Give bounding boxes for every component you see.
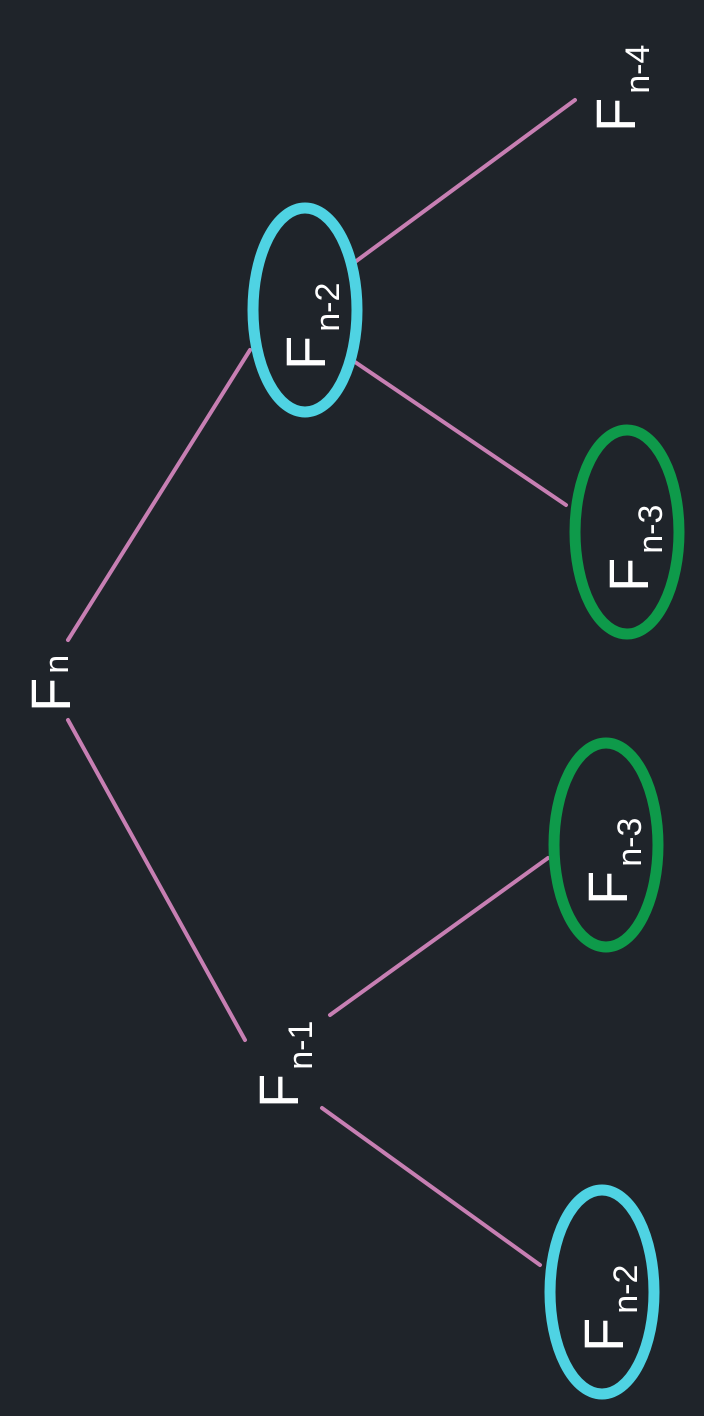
ring-fn3-bottom [548,737,664,953]
node-fn4-main: F [584,98,647,132]
node-fn-minus-2-bottom: Fn-2 [572,1265,645,1352]
svg-text:Fn: Fn [19,655,82,712]
node-fn-minus-4: Fn-4 [584,45,657,132]
edge-fn1-to-fn3 [328,856,550,1017]
tree-edges [66,98,577,1267]
node-fn3-bottom-main: F [576,871,639,905]
svg-text:Fn-3: Fn-3 [576,818,649,905]
svg-text:Fn-1: Fn-1 [247,1021,320,1108]
svg-text:Fn-2: Fn-2 [572,1265,645,1352]
node-fn4-sub: n-4 [619,45,657,94]
node-fn1-main: F [247,1074,310,1108]
ring-fn2-bottom [544,1184,660,1400]
edge-fn2-to-fn4 [353,98,577,264]
node-fn: Fn [19,655,82,712]
node-fn-sub: n [38,655,76,674]
node-fn-main: F [19,678,82,712]
node-fn2-bottom-main: F [572,1318,635,1352]
node-fn2-top-sub: n-2 [309,283,347,332]
ring-fn2-top [247,202,363,418]
edge-fn2-to-fn3 [353,360,568,507]
node-fn3-top-main: F [597,558,660,592]
svg-text:Fn-2: Fn-2 [274,283,347,370]
svg-text:Fn-3: Fn-3 [597,505,670,592]
node-fn1-sub: n-1 [282,1021,320,1070]
edge-fn1-to-fn2 [320,1106,542,1267]
node-fn2-top-main: F [274,336,337,370]
node-fn-minus-2-top: Fn-2 [274,283,347,370]
node-fn-minus-3-top: Fn-3 [597,505,670,592]
edge-fn-to-fn1 [66,718,247,1042]
highlight-rings [247,202,685,1400]
edge-fn-to-fn2 [66,348,252,642]
node-fn3-bottom-sub: n-3 [611,818,649,867]
node-fn-minus-1: Fn-1 [247,1021,320,1108]
ring-fn3-top [569,424,685,640]
node-fn2-bottom-sub: n-2 [607,1265,645,1314]
node-fn3-top-sub: n-3 [632,505,670,554]
node-fn-minus-3-bottom: Fn-3 [576,818,649,905]
svg-text:Fn-4: Fn-4 [584,45,657,132]
